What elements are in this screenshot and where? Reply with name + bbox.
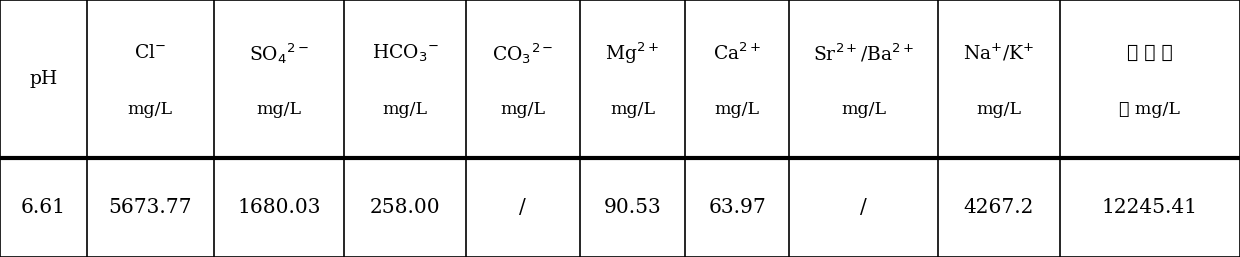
Text: /: / xyxy=(861,198,867,217)
Text: Cl$^{-}$: Cl$^{-}$ xyxy=(134,44,166,62)
Text: Mg$^{2+}$: Mg$^{2+}$ xyxy=(605,41,660,66)
Text: mg/L: mg/L xyxy=(501,101,546,118)
Text: 258.00: 258.00 xyxy=(370,198,440,217)
Text: 63.97: 63.97 xyxy=(708,198,766,217)
Text: mg/L: mg/L xyxy=(976,101,1022,118)
Text: 12245.41: 12245.41 xyxy=(1102,198,1198,217)
Text: 度 mg/L: 度 mg/L xyxy=(1120,101,1180,118)
Text: mg/L: mg/L xyxy=(383,101,428,118)
Text: Sr$^{2+}$/Ba$^{2+}$: Sr$^{2+}$/Ba$^{2+}$ xyxy=(813,42,914,65)
Text: 4267.2: 4267.2 xyxy=(963,198,1034,217)
Text: Ca$^{2+}$: Ca$^{2+}$ xyxy=(713,43,761,64)
Text: 5673.77: 5673.77 xyxy=(108,198,192,217)
Text: mg/L: mg/L xyxy=(610,101,655,118)
Text: mg/L: mg/L xyxy=(257,101,301,118)
Text: HCO$_3$$^{-}$: HCO$_3$$^{-}$ xyxy=(372,43,439,64)
Text: pH: pH xyxy=(30,70,57,88)
Text: CO$_3$$^{2-}$: CO$_3$$^{2-}$ xyxy=(492,41,553,66)
Text: SO$_4$$^{2-}$: SO$_4$$^{2-}$ xyxy=(249,41,309,66)
Text: mg/L: mg/L xyxy=(128,101,172,118)
Text: /: / xyxy=(520,198,526,217)
Text: 90.53: 90.53 xyxy=(604,198,661,217)
Text: 总 矿 化: 总 矿 化 xyxy=(1127,44,1173,62)
Text: 1680.03: 1680.03 xyxy=(237,198,321,217)
Text: mg/L: mg/L xyxy=(714,101,760,118)
Text: Na$^{+}$/K$^{+}$: Na$^{+}$/K$^{+}$ xyxy=(963,43,1034,64)
Text: 6.61: 6.61 xyxy=(21,198,66,217)
Text: mg/L: mg/L xyxy=(842,101,887,118)
